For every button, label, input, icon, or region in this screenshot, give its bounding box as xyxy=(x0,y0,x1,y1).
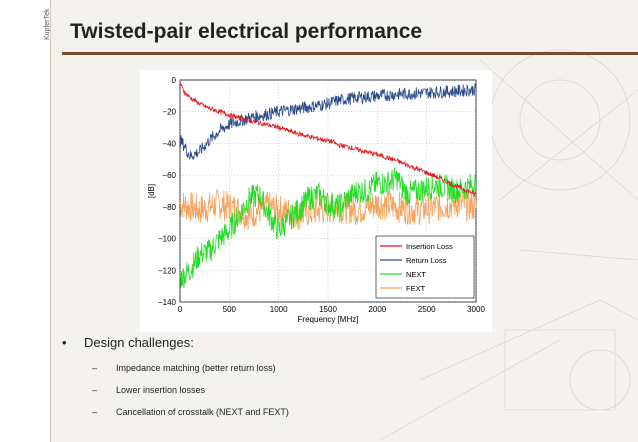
bullet-sub-text: Cancellation of crosstalk (NEXT and FEXT… xyxy=(116,407,289,417)
x-axis-label: Frequency [MHz] xyxy=(298,315,359,324)
y-tick-label: −20 xyxy=(162,108,176,117)
x-tick-label: 2500 xyxy=(418,305,436,314)
slide-title: Twisted-pair electrical performance xyxy=(70,20,423,43)
bullet-sub-text: Impedance matching (better return loss) xyxy=(116,363,276,373)
y-axis-label: [dB] xyxy=(147,184,156,198)
side-divider xyxy=(50,0,51,442)
x-tick-label: 1500 xyxy=(319,305,337,314)
series-line-return-loss xyxy=(179,83,477,161)
x-tick-label: 1000 xyxy=(270,305,288,314)
side-panel xyxy=(0,0,50,442)
brand-label: KupferTek xyxy=(44,8,51,40)
series-line-insertion-loss xyxy=(179,82,477,197)
legend-label: NEXT xyxy=(406,270,426,279)
bullet-sub-text: Lower insertion losses xyxy=(116,385,206,395)
x-tick-label: 500 xyxy=(223,305,237,314)
y-tick-label: −120 xyxy=(158,266,177,275)
bullet-dot: • xyxy=(62,335,67,350)
y-tick-label: −80 xyxy=(162,203,176,212)
y-tick-label: −100 xyxy=(158,235,177,244)
performance-chart: 0 500 1000 1500 2000 2500 3000 0 −20 −40 −60 −80 −10… xyxy=(140,70,492,332)
sub-dash: – xyxy=(92,385,98,395)
legend-label: Insertion Loss xyxy=(406,242,453,251)
y-tick-label: −40 xyxy=(162,139,176,148)
legend-label: Return Loss xyxy=(406,256,447,265)
series-line-next xyxy=(179,167,477,288)
sub-dash: – xyxy=(92,407,98,417)
x-tick-label: 3000 xyxy=(467,305,485,314)
x-tick-label: 2000 xyxy=(368,305,386,314)
y-tick-label: −60 xyxy=(162,171,176,180)
sub-dash: – xyxy=(92,363,98,373)
y-tick-label: −140 xyxy=(158,298,177,307)
x-tick-label: 0 xyxy=(178,305,183,314)
title-underline xyxy=(62,52,638,55)
legend-label: FEXT xyxy=(406,284,426,293)
bullet-main-text: Design challenges: xyxy=(84,335,194,350)
y-tick-label: 0 xyxy=(172,76,177,85)
